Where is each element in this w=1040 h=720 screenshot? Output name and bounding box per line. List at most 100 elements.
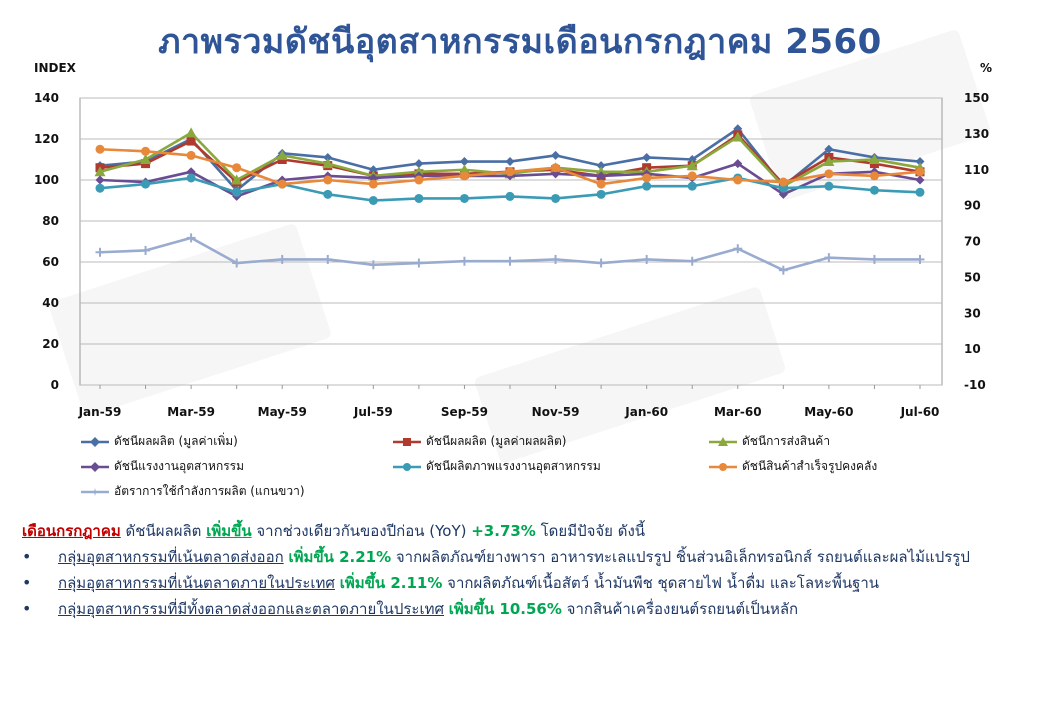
summary-text: โดยมีปัจจัย ดังนี้: [535, 522, 646, 540]
bullet-icon: •: [22, 547, 32, 566]
data-point-5: [186, 150, 196, 160]
data-point-3: [733, 159, 743, 169]
legend-label: ดัชนีแรงงานอุตสาหกรรม: [114, 459, 245, 473]
data-point-5: [232, 163, 242, 173]
data-point-0: [459, 157, 469, 167]
y-left-tick-label: 0: [51, 378, 59, 392]
data-point-2: [732, 131, 744, 142]
data-point-4: [323, 189, 333, 199]
x-tick-label: Mar-60: [714, 405, 762, 419]
data-point-4: [95, 183, 105, 193]
y-left-tick-label: 80: [42, 214, 59, 228]
legend-swatch: [709, 462, 737, 471]
data-point-5: [505, 167, 515, 177]
data-point-2: [276, 149, 288, 160]
data-point-5: [869, 171, 879, 181]
bullet-change: เพิ่มขึ้น 10.56%: [448, 600, 562, 618]
data-point-5: [551, 163, 561, 173]
data-point-4: [642, 181, 652, 191]
legend-label: ดัชนีการส่งสินค้า: [742, 434, 831, 448]
data-point-5: [915, 167, 925, 177]
legend-label: ดัชนีผลิตภาพแรงงานอุตสาหกรรม: [426, 459, 601, 473]
data-point-4: [596, 189, 606, 199]
data-point-4: [915, 187, 925, 197]
y-right-tick-label: 110: [964, 163, 989, 177]
x-tick-label: May-59: [258, 405, 307, 419]
y-left-tick-label: 20: [42, 337, 59, 351]
data-point-5: [414, 175, 424, 185]
data-point-2: [823, 156, 835, 167]
data-point-4: [869, 185, 879, 195]
y-right-tick-label: 10: [964, 342, 981, 356]
data-point-5: [95, 144, 105, 154]
y-right-tick-label: 70: [964, 235, 981, 249]
bullet-detail: จากสินค้าเครื่องยนต์รถยนต์เป็นหลัก: [561, 600, 799, 618]
data-point-2: [413, 166, 425, 177]
data-point-2: [595, 166, 607, 177]
y-right-tick-label: 90: [964, 199, 981, 213]
bullet-group: กลุ่มอุตสาหกรรมที่เน้นตลาดภายในประเทศ: [58, 574, 335, 592]
summary-block: เดือนกรกฎาคม ดัชนีผลผลิต เพิ่มขึ้น จากช่…: [22, 520, 1022, 620]
legend-label: ดัชนีผลผลิต (มูลค่าผลผลิต): [426, 434, 567, 448]
bullet-change: เพิ่มขึ้น 2.21%: [288, 548, 392, 566]
legend-swatch: [81, 461, 109, 472]
line-chart: 0 20 40 60 80 100 120 140 -10 10 30 50 70 90 110 130 150…: [34, 61, 992, 419]
x-tick-label: May-60: [804, 405, 853, 419]
x-tick-label: Jan-60: [624, 405, 668, 419]
data-point-0: [505, 157, 515, 167]
x-tick-label: Nov-59: [532, 405, 580, 419]
data-point-4: [778, 183, 788, 193]
bullet-change: เพิ่มขึ้น 2.11%: [339, 574, 443, 592]
data-point-5: [277, 179, 287, 189]
data-point-3: [368, 173, 378, 183]
summary-up: เพิ่มขึ้น: [206, 522, 252, 540]
data-point-5: [824, 169, 834, 179]
data-point-0: [323, 152, 333, 162]
data-point-3: [596, 171, 606, 181]
summary-value: +3.73%: [471, 522, 536, 540]
data-point-4: [232, 187, 242, 197]
x-tick-label: Jul-59: [353, 405, 393, 419]
bullet-detail: จากผลิตภัณฑ์เนื้อสัตว์ น้ำมันพืช ชุดสายไ…: [442, 574, 880, 592]
legend-swatch: [81, 487, 109, 496]
legend-item: อัตราการใช้กำลังการผลิต (แกนขวา): [80, 482, 305, 501]
data-point-5: [733, 175, 743, 185]
data-point-5: [687, 171, 697, 181]
data-point-5: [642, 173, 652, 183]
data-point-5: [368, 179, 378, 189]
data-point-3: [186, 167, 196, 177]
legend-item: ดัชนีผลผลิต (มูลค่าเพิ่ม): [80, 432, 238, 451]
plot-area: [79, 97, 943, 386]
page-title: ภาพรวมดัชนีอุตสาหกรรมเดือนกรกฎาคม 2560: [158, 22, 882, 62]
y-right-tick-label: -10: [964, 378, 986, 392]
data-point-2: [185, 127, 197, 138]
bullet-item: • กลุ่มอุตสาหกรรมที่เน้นตลาดภายในประเทศ …: [22, 572, 1022, 594]
y-left-tick-label: 60: [42, 255, 59, 269]
data-point-4: [687, 181, 697, 191]
legend-label: อัตราการใช้กำลังการผลิต (แกนขวา): [114, 484, 305, 498]
data-point-0: [824, 144, 834, 154]
data-point-0: [596, 161, 606, 171]
y-left-axis-label: INDEX: [34, 61, 77, 75]
data-point-2: [322, 158, 334, 169]
data-point-1: [186, 136, 196, 146]
summary-line: เดือนกรกฎาคม ดัชนีผลผลิต เพิ่มขึ้น จากช่…: [22, 520, 1022, 542]
legend-label: ดัชนีผลผลิต (มูลค่าเพิ่ม): [114, 434, 238, 448]
bullet-item: • กลุ่มอุตสาหกรรมที่เน้นตลาดส่งออก เพิ่ม…: [22, 546, 1022, 568]
x-tick-label: Jul-60: [900, 405, 940, 419]
data-point-3: [95, 175, 105, 185]
data-point-4: [186, 173, 196, 183]
legend-item: ดัชนีผลผลิต (มูลค่าผลผลิต): [392, 432, 566, 451]
legend-item: ดัชนีผลิตภาพแรงงานอุตสาหกรรม: [392, 457, 601, 476]
data-point-4: [824, 181, 834, 191]
bullet-group: กลุ่มอุตสาหกรรมที่มีทั้งตลาดส่งออกและตลา…: [58, 600, 444, 618]
data-point-5: [596, 179, 606, 189]
legend-swatch: [393, 437, 421, 446]
data-point-2: [686, 160, 698, 171]
data-point-0: [551, 150, 561, 160]
x-tick-label: Sep-59: [441, 405, 488, 419]
data-point-4: [551, 193, 561, 203]
data-point-4: [368, 196, 378, 205]
data-point-2: [140, 154, 152, 164]
summary-text: ดัชนีผลผลิต: [120, 522, 207, 540]
